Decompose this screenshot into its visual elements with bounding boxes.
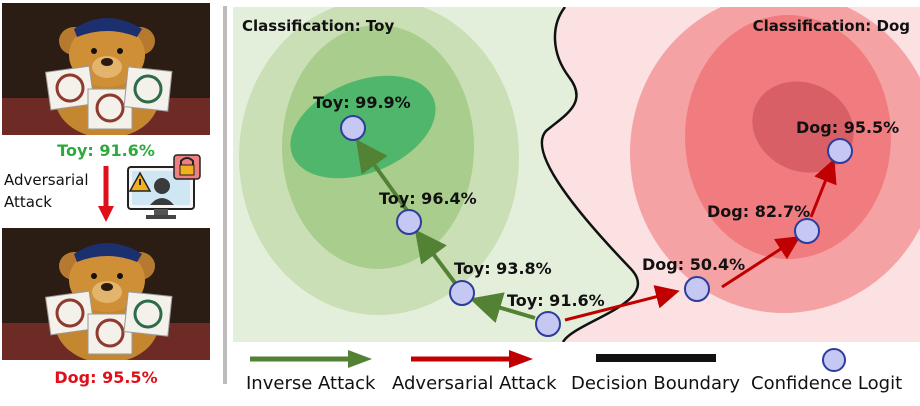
adversarial-attack-legend-label: Adversarial Attack <box>392 373 557 394</box>
confidence-logit-legend-label: Confidence Logit <box>751 373 903 394</box>
adversarial-attack-label: Adversarial Attack <box>4 171 89 211</box>
confidence-logit-point <box>794 218 820 244</box>
confidence-logit-point <box>827 138 853 164</box>
original-prediction-label: Toy: 91.6% <box>57 141 155 160</box>
inverse-arrow <box>414 229 460 289</box>
point-label: Dog: 50.4% <box>642 255 745 274</box>
confidence-logit-point <box>396 209 422 235</box>
teddy-bear-adversarial-image <box>2 228 210 360</box>
point-label: Toy: 96.4% <box>379 189 477 208</box>
panel-divider <box>223 6 227 384</box>
confidence-logit-point <box>684 276 710 302</box>
adversarial-arrow <box>564 285 680 322</box>
point-label: Toy: 91.6% <box>507 291 605 310</box>
dog-region <box>541 7 920 342</box>
classification-space-diagram: Classification: Toy Classification: Dog … <box>233 7 920 342</box>
point-label: Dog: 82.7% <box>707 202 810 221</box>
point-label: Toy: 93.8% <box>454 259 552 278</box>
left-panel: Toy: 91.6% Adversarial Attack <box>0 0 222 406</box>
teddy-bear-original-image <box>2 3 210 135</box>
inverse-arrow <box>356 139 413 218</box>
decision-boundary-legend-line <box>596 354 716 362</box>
dog-region-title: Classification: Dog <box>753 17 910 35</box>
hacker-computer-icon <box>127 154 201 219</box>
point-label: Dog: 95.5% <box>796 118 899 137</box>
down-arrow-icon <box>98 166 114 222</box>
inverse-attack-legend-arrow <box>250 350 372 368</box>
confidence-logit-point <box>535 311 561 337</box>
inverse-arrow <box>469 292 536 324</box>
confidence-logit-point <box>340 115 366 141</box>
point-label: Toy: 99.9% <box>313 93 411 112</box>
adversarial-arrow <box>721 236 801 289</box>
inverse-attack-legend-label: Inverse Attack <box>246 373 376 394</box>
decision-boundary-line <box>540 7 640 342</box>
decision-boundary-legend-label: Decision Boundary <box>571 373 741 394</box>
adversarial-attack-legend-arrow <box>411 350 533 368</box>
confidence-logit-legend-icon <box>822 348 846 372</box>
confidence-logit-point <box>449 280 475 306</box>
toy-region-title: Classification: Toy <box>242 17 394 35</box>
adversarial-arrow <box>809 158 837 218</box>
adversarial-prediction-label: Dog: 95.5% <box>54 368 158 387</box>
